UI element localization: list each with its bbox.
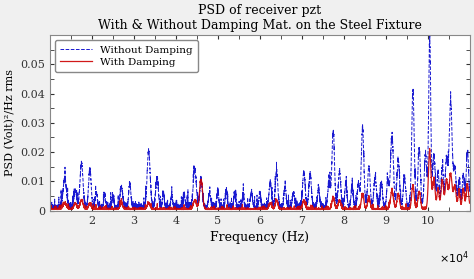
Title: PSD of receiver pzt
With & Without Damping Mat. on the Steel Fixture: PSD of receiver pzt With & Without Dampi… (98, 4, 422, 32)
Without Damping (199, 186, 205, 189)
Without Damping (314, 201, 319, 205)
Without Damping (47, 204, 53, 207)
Without Damping (295, 204, 301, 208)
Line: With Damping: With Damping (50, 148, 470, 210)
Without Damping (427, 32, 433, 35)
With Damping (381, 208, 386, 211)
Without Damping (358, 163, 364, 167)
Legend: Without Damping, With Damping: Without Damping, With Damping (55, 40, 198, 72)
Text: $\times 10^4$: $\times 10^4$ (439, 249, 470, 266)
Without Damping (68, 206, 74, 209)
With Damping (68, 207, 74, 211)
With Damping (427, 147, 432, 150)
Line: Without Damping: Without Damping (50, 34, 470, 208)
With Damping (314, 208, 319, 211)
With Damping (358, 200, 364, 204)
With Damping (467, 201, 473, 205)
Y-axis label: PSD (Volt)²/Hz rms: PSD (Volt)²/Hz rms (4, 69, 15, 176)
Without Damping (467, 191, 473, 195)
Without Damping (47, 207, 53, 210)
Without Damping (381, 201, 386, 205)
With Damping (199, 182, 205, 186)
X-axis label: Frequency (Hz): Frequency (Hz) (210, 231, 310, 244)
With Damping (47, 208, 53, 211)
With Damping (295, 208, 301, 211)
With Damping (314, 208, 319, 211)
